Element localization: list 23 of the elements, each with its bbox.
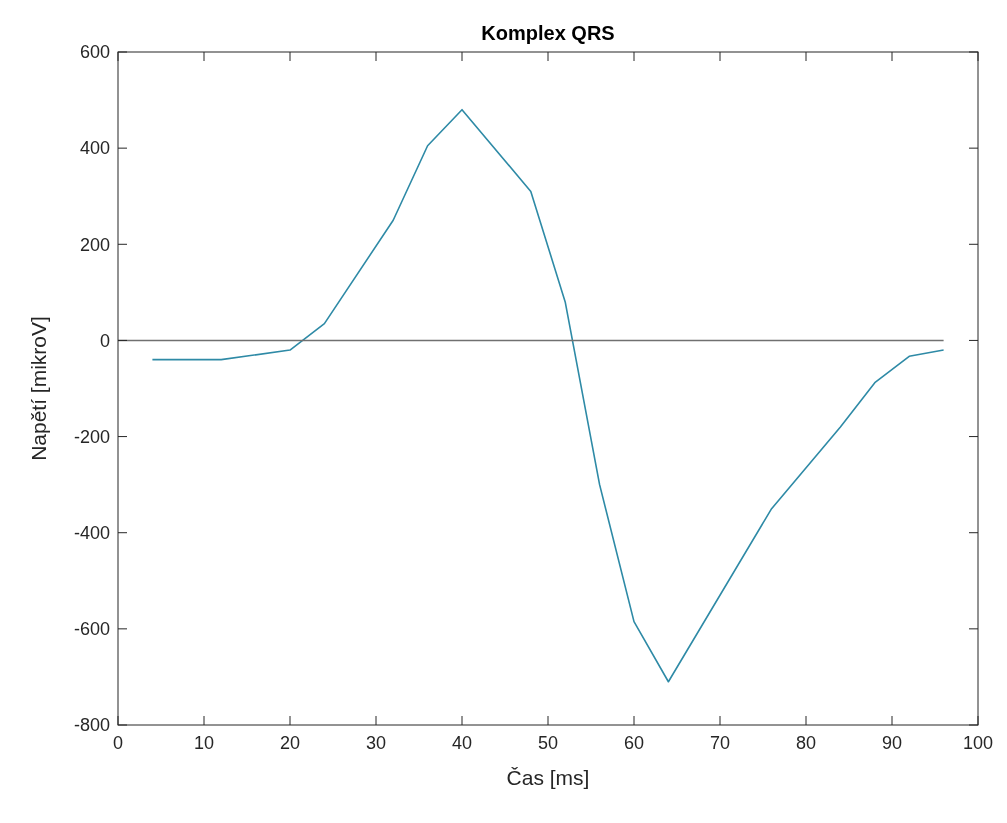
x-tick-label: 20 — [279, 733, 301, 753]
y-axis-title: Napětí [mikroV] — [27, 316, 50, 461]
x-tick-label: 30 — [365, 733, 387, 753]
y-tick-label: 600 — [79, 42, 110, 63]
y-tick-label: 0 — [99, 330, 110, 351]
x-tick-label: 90 — [881, 733, 903, 753]
x-tick-label: 0 — [112, 733, 124, 753]
y-tick-label: -600 — [73, 619, 110, 640]
y-tick-label: -200 — [73, 426, 110, 447]
y-tick-label: -800 — [73, 715, 110, 736]
y-tick-label: 400 — [79, 138, 110, 159]
x-tick-label: 10 — [193, 733, 215, 753]
x-tick-label: 70 — [709, 733, 731, 753]
x-tick-label: 40 — [451, 733, 473, 753]
x-tick-label: 60 — [623, 733, 645, 753]
x-tick-label: 100 — [962, 733, 994, 753]
x-tick-label: 80 — [795, 733, 817, 753]
y-tick-label: 200 — [79, 234, 110, 255]
x-axis-title: Čas [ms] — [506, 766, 590, 789]
chart-title: Komplex QRS — [481, 22, 615, 44]
x-tick-label: 50 — [537, 733, 559, 753]
line-series — [151, 108, 945, 683]
y-tick-label: -400 — [73, 523, 110, 544]
